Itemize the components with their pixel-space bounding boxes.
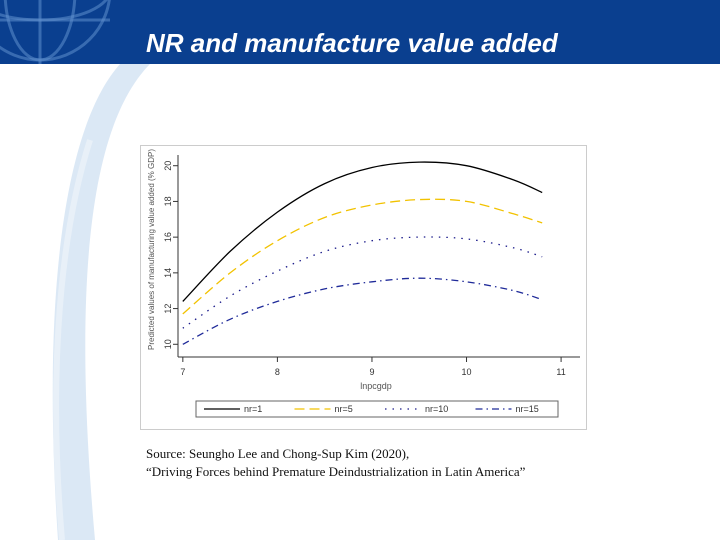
plot-area: 7 8 9 10 11 10 12 14 16 18 20 <box>163 155 580 377</box>
legend-box <box>195 400 559 418</box>
legend-label: nr=15 <box>516 404 539 414</box>
series-line-nr5 <box>182 198 543 315</box>
slide-title: NR and manufacture value added <box>146 28 558 58</box>
x-tick-label: 7 <box>180 367 185 377</box>
series-line-nr10 <box>182 236 543 329</box>
source-citation: Source: Seungho Lee and Chong-Sup Kim (2… <box>146 445 525 481</box>
title-banner: NR and manufacture value added <box>0 0 720 64</box>
x-axis-label: lnpcgdp <box>360 381 392 391</box>
legend-label: nr=5 <box>335 404 353 414</box>
legend-label: nr=10 <box>425 404 448 414</box>
chart: 7 8 9 10 11 10 12 14 16 18 20 lnpcgdp Predicted v… <box>140 145 587 430</box>
chart-frame <box>140 145 587 430</box>
x-tick-label: 11 <box>556 367 565 377</box>
source-line-2: “Driving Forces behind Premature Deindus… <box>146 464 526 479</box>
y-tick-label: 16 <box>163 232 173 242</box>
legend-items: nr=1 nr=5 nr=10 nr=15 <box>204 404 539 414</box>
source-line-1: Source: Seungho Lee and Chong-Sup Kim (2… <box>146 446 410 461</box>
globe-icon <box>0 0 111 64</box>
legend: nr=1 nr=5 nr=10 nr=15 <box>195 400 559 418</box>
y-axis-label: Predicted values of manufacturing value … <box>147 149 156 350</box>
y-tick-label: 20 <box>163 161 173 171</box>
y-ticks: 10 12 14 16 18 20 <box>163 161 178 349</box>
series-line-nr15 <box>182 277 543 345</box>
x-tick-label: 9 <box>369 367 374 377</box>
legend-label: nr=1 <box>244 404 262 414</box>
y-tick-label: 14 <box>163 268 173 278</box>
x-tick-label: 10 <box>462 367 472 377</box>
y-tick-label: 18 <box>163 196 173 206</box>
x-ticks: 7 8 9 10 11 <box>180 357 566 377</box>
series-group <box>182 161 543 345</box>
series-line-nr1 <box>182 161 543 302</box>
y-tick-label: 10 <box>163 339 173 349</box>
y-tick-label: 12 <box>163 304 173 314</box>
x-tick-label: 8 <box>275 367 280 377</box>
